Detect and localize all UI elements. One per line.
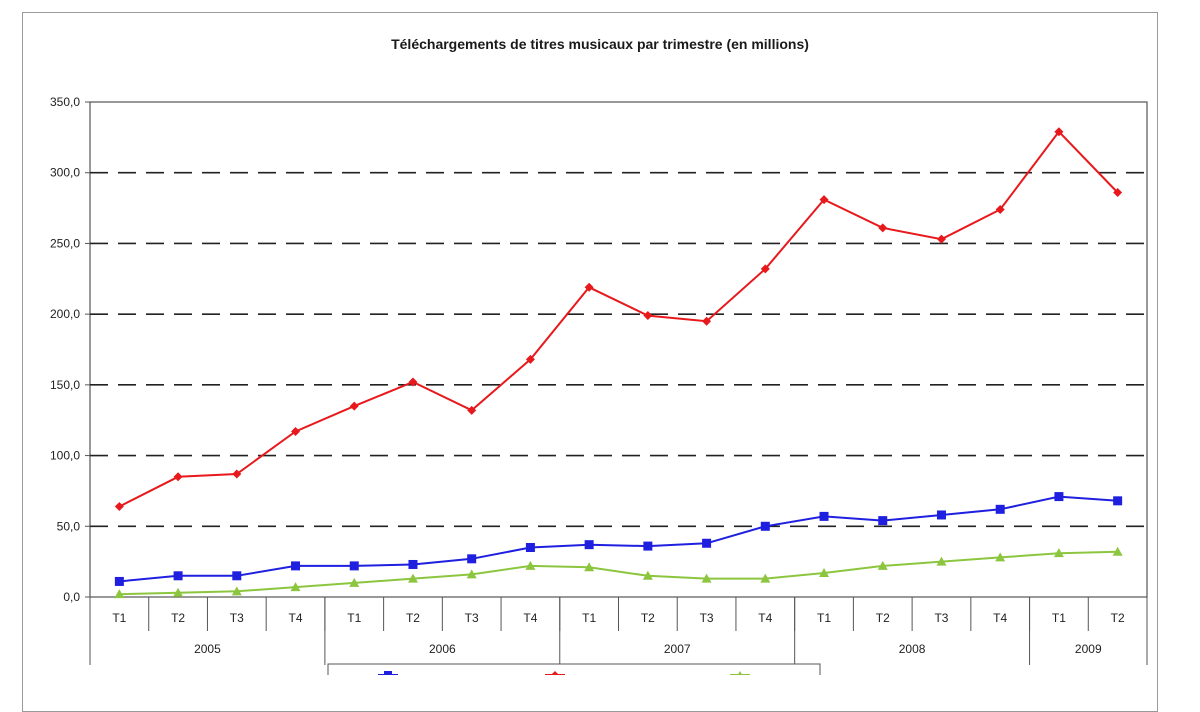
y-tick-label: 100,0 — [50, 449, 80, 463]
data-point — [408, 377, 418, 387]
data-point — [1054, 492, 1064, 502]
data-point — [349, 577, 360, 587]
data-point — [231, 586, 242, 596]
data-point — [232, 571, 242, 581]
data-point — [701, 573, 712, 583]
data-point — [819, 567, 830, 577]
data-point — [291, 427, 301, 437]
y-tick-label: 50,0 — [57, 519, 81, 533]
data-point — [995, 504, 1005, 514]
year-label: 2005 — [194, 642, 221, 656]
y-tick-label: 300,0 — [50, 166, 80, 180]
y-tick-label: 250,0 — [50, 236, 80, 250]
x-tick-label: T1 — [1052, 611, 1066, 625]
data-point — [819, 195, 829, 205]
data-point — [525, 354, 535, 364]
data-point — [467, 405, 477, 415]
x-tick-label: T4 — [993, 611, 1007, 625]
data-point — [584, 282, 594, 292]
y-tick-label: 200,0 — [50, 307, 80, 321]
x-tick-label: T2 — [406, 611, 420, 625]
data-point — [349, 561, 359, 571]
data-point — [878, 516, 888, 526]
line-chart: 0,0 50,0 100,0 150,0 200,0 250,0 300,0 350,0 T1 T… — [50, 95, 1148, 675]
data-point — [173, 571, 183, 581]
x-tick-label: T4 — [523, 611, 537, 625]
data-point — [466, 569, 477, 579]
data-point — [642, 570, 653, 580]
data-point — [290, 582, 301, 592]
y-tick-label: 0,0 — [63, 590, 80, 604]
data-point — [760, 264, 770, 274]
data-point — [408, 559, 418, 569]
x-tick-label: T4 — [289, 611, 303, 625]
chart-title: Téléchargements de titres musicaux par t… — [391, 36, 809, 52]
data-point — [702, 316, 712, 326]
data-point — [584, 562, 595, 572]
year-label: 2006 — [429, 642, 456, 656]
x-tick-label: T3 — [934, 611, 948, 625]
x-tick-label: T2 — [876, 611, 890, 625]
data-point — [349, 401, 359, 411]
data-point — [1113, 188, 1123, 198]
data-point — [114, 576, 124, 586]
data-point — [643, 311, 653, 321]
legend-marker — [384, 671, 392, 675]
x-tick-label: T3 — [230, 611, 244, 625]
year-label: 2007 — [664, 642, 691, 656]
plot-area — [89, 101, 1148, 598]
data-point — [878, 223, 888, 233]
x-tick-label: T3 — [700, 611, 714, 625]
series-line — [119, 495, 1118, 583]
data-point — [114, 501, 124, 511]
x-tick-label: T1 — [112, 611, 126, 625]
legend-marker — [737, 671, 743, 675]
data-point — [1113, 496, 1123, 506]
year-label: 2008 — [899, 642, 926, 656]
data-point — [232, 469, 242, 479]
data-point — [643, 541, 653, 551]
x-tick-label: T1 — [582, 611, 596, 625]
series-line — [119, 550, 1118, 596]
legend-box — [327, 663, 821, 675]
series-line — [118, 130, 1119, 508]
data-point — [1112, 546, 1123, 556]
data-point — [173, 587, 184, 597]
x-tick-label: T1 — [347, 611, 361, 625]
data-point — [702, 538, 712, 548]
data-point — [995, 204, 1005, 214]
data-point — [407, 573, 418, 583]
data-point — [1053, 548, 1064, 558]
x-tick-label: T2 — [1111, 611, 1125, 625]
data-point — [995, 552, 1006, 562]
x-tick-label: T2 — [641, 611, 655, 625]
data-point — [936, 556, 947, 566]
data-point — [173, 472, 183, 482]
data-point — [936, 510, 946, 520]
data-point — [291, 561, 301, 571]
data-point — [525, 543, 535, 552]
legend-marker — [551, 671, 559, 675]
data-point — [525, 560, 536, 570]
x-tick-label: T2 — [171, 611, 185, 625]
y-tick-label: 150,0 — [50, 378, 80, 392]
x-tick-label: T1 — [817, 611, 831, 625]
y-tick-label: 350,0 — [50, 95, 80, 109]
year-label: 2009 — [1075, 642, 1102, 656]
data-point — [760, 573, 771, 583]
data-point — [760, 521, 770, 531]
x-tick-label: T4 — [758, 611, 772, 625]
data-point — [877, 560, 888, 570]
data-point — [819, 511, 829, 521]
data-point — [584, 540, 594, 550]
data-point — [936, 234, 946, 244]
x-tick-label: T3 — [465, 611, 479, 625]
data-point — [114, 589, 125, 599]
data-point — [467, 554, 477, 564]
data-point — [1054, 127, 1064, 137]
